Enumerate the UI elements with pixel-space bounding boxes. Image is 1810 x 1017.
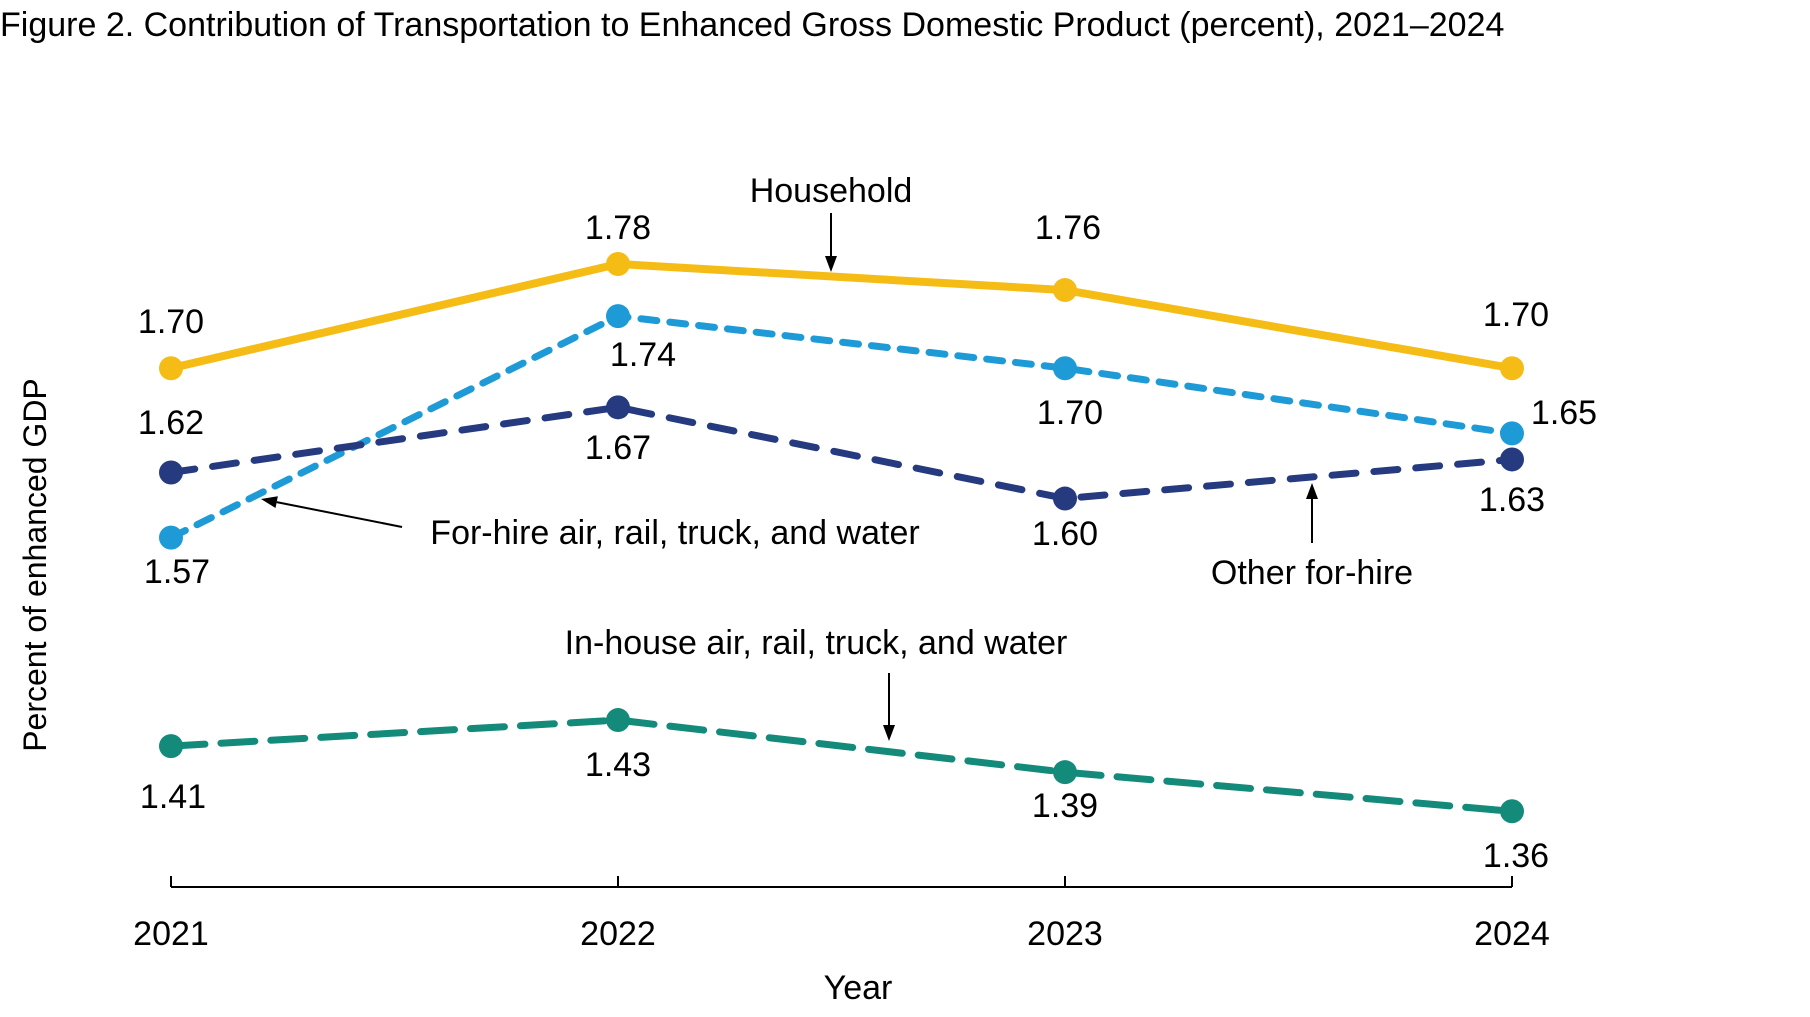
series-2 [159,395,1524,511]
data-label: 1.63 [1479,481,1545,519]
series-line [167,260,1516,373]
series-line [167,312,1516,542]
x-tick-label: 2024 [1474,915,1550,953]
data-label: 1.43 [585,746,651,784]
data-point [606,252,630,276]
data-point [159,525,183,550]
annotation-other-for-hire: Other for-hire [1211,554,1413,592]
data-label: 1.74 [610,336,676,374]
data-point [606,708,630,733]
data-point [606,304,630,329]
data-point [606,395,630,420]
annotation-for-hire-artw: For-hire air, rail, truck, and water [430,514,919,552]
data-point [1053,760,1077,785]
annotation-arrow [276,501,403,528]
data-point [159,356,183,381]
series-1 [159,304,1524,550]
series-3 [159,708,1524,824]
data-point [1500,421,1524,446]
data-label: 1.67 [585,429,651,467]
data-label: 1.60 [1032,515,1098,553]
arrow-head-icon [883,725,895,741]
data-label: 1.78 [585,209,651,247]
data-point [159,734,183,759]
data-label: 1.62 [138,404,204,442]
data-point [1500,799,1524,824]
x-tick-label: 2023 [1027,915,1103,953]
annotation-household: Household [750,172,913,210]
data-label: 1.70 [1037,394,1103,432]
data-label: 1.36 [1483,837,1549,875]
arrow-head-icon [261,496,278,509]
data-point [1500,356,1524,381]
data-label: 1.70 [138,303,204,341]
x-axis-label: Year [824,969,893,1007]
data-label: 1.65 [1531,394,1597,432]
x-tick-label: 2022 [580,915,656,953]
chart-title: Figure 2. Contribution of Transportation… [0,6,1504,44]
series-0 [159,252,1524,381]
data-point [1053,278,1077,303]
arrow-head-icon [825,256,837,272]
arrow-head-icon [1306,483,1318,499]
data-label: 1.41 [140,778,206,816]
data-point [159,460,183,485]
data-label: 1.57 [144,553,210,591]
data-label: 1.76 [1035,209,1101,247]
y-axis-label: Percent of enhanced GDP [17,378,53,752]
data-point [1053,486,1077,511]
series-line [167,403,1516,502]
data-point [1500,447,1524,472]
annotation-in-house: In-house air, rail, truck, and water [565,624,1068,662]
series-line [167,716,1516,815]
data-label: 1.39 [1032,787,1098,825]
x-tick-label: 2021 [133,915,209,953]
data-point [1053,356,1077,381]
data-label: 1.70 [1483,296,1549,334]
